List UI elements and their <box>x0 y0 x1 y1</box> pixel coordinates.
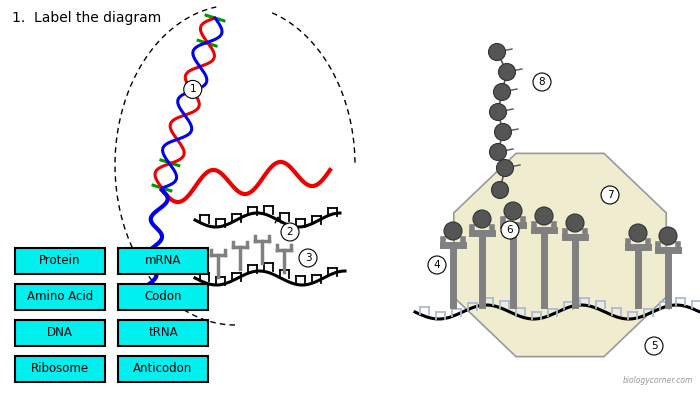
Text: Codon: Codon <box>144 290 182 303</box>
Circle shape <box>535 207 553 225</box>
Circle shape <box>601 186 619 204</box>
Text: 2: 2 <box>287 227 293 237</box>
Text: 7: 7 <box>607 190 613 200</box>
Circle shape <box>444 222 462 240</box>
Circle shape <box>496 160 514 176</box>
Text: tRNA: tRNA <box>148 327 178 340</box>
Circle shape <box>299 249 317 267</box>
FancyBboxPatch shape <box>118 284 208 310</box>
Circle shape <box>659 227 677 245</box>
Text: 6: 6 <box>507 225 513 235</box>
FancyBboxPatch shape <box>15 356 105 382</box>
Circle shape <box>473 210 491 228</box>
FancyBboxPatch shape <box>15 320 105 346</box>
Text: 1.  Label the diagram: 1. Label the diagram <box>12 11 161 25</box>
Circle shape <box>498 64 515 81</box>
Text: DNA: DNA <box>47 327 73 340</box>
Circle shape <box>489 143 507 160</box>
FancyBboxPatch shape <box>15 284 105 310</box>
Text: Anticodon: Anticodon <box>134 362 192 375</box>
Text: 3: 3 <box>304 253 312 263</box>
Text: biologycorner.com: biologycorner.com <box>622 376 693 385</box>
Text: 5: 5 <box>651 341 657 351</box>
FancyBboxPatch shape <box>118 248 208 274</box>
Polygon shape <box>454 153 666 356</box>
Text: 8: 8 <box>539 77 545 87</box>
Text: Protein: Protein <box>39 255 80 268</box>
Circle shape <box>533 73 551 91</box>
Circle shape <box>504 202 522 220</box>
Circle shape <box>566 214 584 232</box>
Text: Amino Acid: Amino Acid <box>27 290 93 303</box>
Text: Ribosome: Ribosome <box>31 362 89 375</box>
Circle shape <box>491 182 508 198</box>
Circle shape <box>489 44 505 61</box>
Circle shape <box>428 256 446 274</box>
Text: mRNA: mRNA <box>145 255 181 268</box>
Circle shape <box>183 81 202 98</box>
Text: 1: 1 <box>190 84 196 94</box>
FancyBboxPatch shape <box>118 356 208 382</box>
Circle shape <box>629 224 647 242</box>
Circle shape <box>494 83 510 101</box>
Circle shape <box>489 103 507 121</box>
FancyBboxPatch shape <box>118 320 208 346</box>
Circle shape <box>281 223 299 241</box>
Circle shape <box>494 123 512 141</box>
Circle shape <box>501 221 519 239</box>
Circle shape <box>645 337 663 355</box>
Text: 4: 4 <box>434 260 440 270</box>
FancyBboxPatch shape <box>15 248 105 274</box>
